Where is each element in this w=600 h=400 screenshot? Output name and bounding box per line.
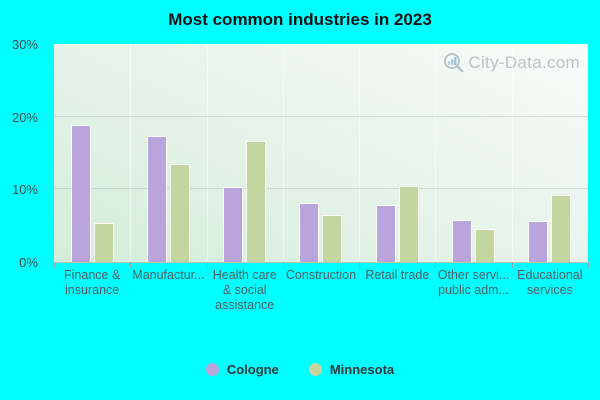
category-label: Finance & insurance bbox=[64, 268, 121, 297]
plot-area: City-Data.com bbox=[54, 44, 588, 263]
x-tick bbox=[588, 262, 589, 268]
x-tick bbox=[206, 262, 208, 268]
category-boundary bbox=[282, 44, 284, 262]
x-tick bbox=[511, 262, 513, 268]
bar-cologne bbox=[299, 203, 320, 262]
bar-minnesota bbox=[398, 186, 419, 262]
y-tick-label: 0% bbox=[19, 255, 38, 270]
bar-cologne bbox=[452, 219, 473, 262]
bar-cologne bbox=[223, 187, 244, 262]
category-label: Health care & social assistance bbox=[212, 268, 277, 312]
bar-cologne bbox=[70, 125, 91, 262]
gridline-10 bbox=[54, 188, 588, 190]
watermark-label: City-Data.com bbox=[468, 53, 580, 72]
bar-minnesota bbox=[322, 214, 343, 262]
legend-item-cologne: Cologne bbox=[205, 362, 279, 377]
category-label: Educational services bbox=[517, 268, 583, 297]
category-label: Other servi... public adm... bbox=[437, 268, 510, 297]
category-boundary bbox=[511, 44, 513, 262]
bar-group-5 bbox=[359, 44, 435, 262]
bar-group-6 bbox=[435, 44, 511, 262]
y-axis: 30% 20% 10% 0% bbox=[0, 38, 40, 269]
bar-group-2 bbox=[130, 44, 206, 262]
bar-minnesota bbox=[169, 163, 190, 262]
gridline-20 bbox=[54, 115, 588, 117]
bar-group-3 bbox=[207, 44, 283, 262]
city-data-logo-icon bbox=[444, 53, 464, 73]
bar-cologne bbox=[528, 221, 549, 262]
bar-cologne bbox=[375, 205, 396, 262]
bar-group-7 bbox=[512, 44, 588, 262]
bar-minnesota bbox=[551, 195, 572, 262]
category-boundary bbox=[435, 44, 437, 262]
x-tick bbox=[282, 262, 284, 268]
watermark: City-Data.com bbox=[442, 52, 580, 74]
x-tick bbox=[54, 262, 55, 268]
legend-label: Cologne bbox=[226, 362, 279, 377]
legend-dot-cologne bbox=[205, 363, 219, 376]
y-tick-label: 20% bbox=[11, 109, 38, 125]
category-label: Retail trade bbox=[365, 268, 430, 282]
bar-minnesota bbox=[246, 140, 267, 262]
x-tick bbox=[359, 262, 361, 268]
bar-minnesota bbox=[475, 228, 496, 262]
y-tick-label: 30% bbox=[11, 37, 38, 52]
category-label: Construction bbox=[285, 268, 357, 282]
legend-dot-minnesota bbox=[308, 363, 322, 376]
category-label: Manufactur... bbox=[132, 268, 205, 282]
legend-item-minnesota: Minnesota bbox=[308, 362, 395, 377]
legend-label: Minnesota bbox=[329, 362, 395, 377]
y-tick-label: 10% bbox=[11, 182, 38, 198]
bar-group-4 bbox=[283, 44, 359, 262]
x-tick bbox=[435, 262, 437, 268]
category-boundary bbox=[359, 44, 361, 262]
category-boundary bbox=[130, 44, 132, 262]
chart-title: Most common industries in 2023 bbox=[168, 10, 432, 29]
bar-cologne bbox=[146, 135, 167, 262]
category-boundary bbox=[206, 44, 208, 262]
legend: Cologne Minnesota bbox=[0, 362, 600, 377]
bar-group-1 bbox=[54, 44, 130, 262]
x-tick bbox=[130, 262, 132, 268]
bar-minnesota bbox=[93, 222, 114, 262]
